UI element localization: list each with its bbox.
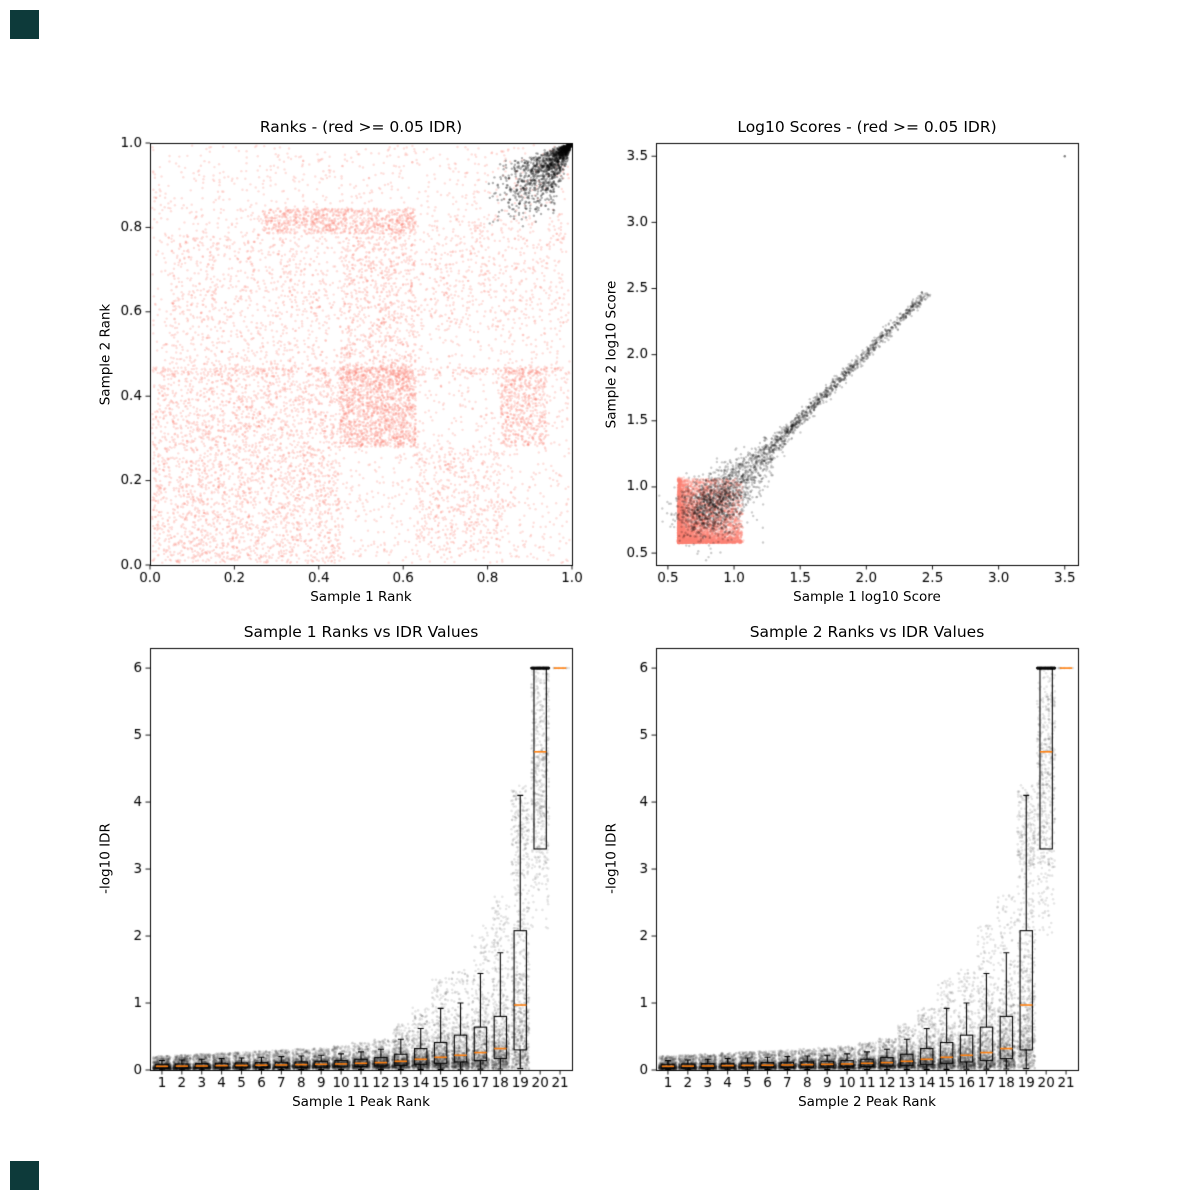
title-sample1-rank-idr-plot: Sample 1 Ranks vs IDR Values [243,623,479,641]
ylabel-neg-log10-idr-right: -log10 IDR [603,823,620,894]
xlabel-sample1-log10-score: Sample 1 log10 Score [793,589,941,605]
ylabel-neg-log10-idr-left: -log10 IDR [97,823,114,894]
title-scores-plot: Log10 Scores - (red >= 0.05 IDR) [737,118,997,136]
title-ranks-plot: Ranks - (red >= 0.05 IDR) [259,118,463,136]
corner-artifact-bottom-left [10,1161,39,1190]
ylabel-sample2-log10-score: Sample 2 log10 Score [603,280,620,429]
corner-artifact-top-left [10,10,39,39]
xlabel-sample2-peak-rank: Sample 2 Peak Rank [798,1094,936,1110]
title-sample2-rank-idr-plot: Sample 2 Ranks vs IDR Values [749,623,985,641]
xlabel-sample1-rank: Sample 1 Rank [310,589,412,605]
ylabel-sample2-rank: Sample 2 Rank [97,303,114,406]
xlabel-sample1-peak-rank: Sample 1 Peak Rank [292,1094,430,1110]
